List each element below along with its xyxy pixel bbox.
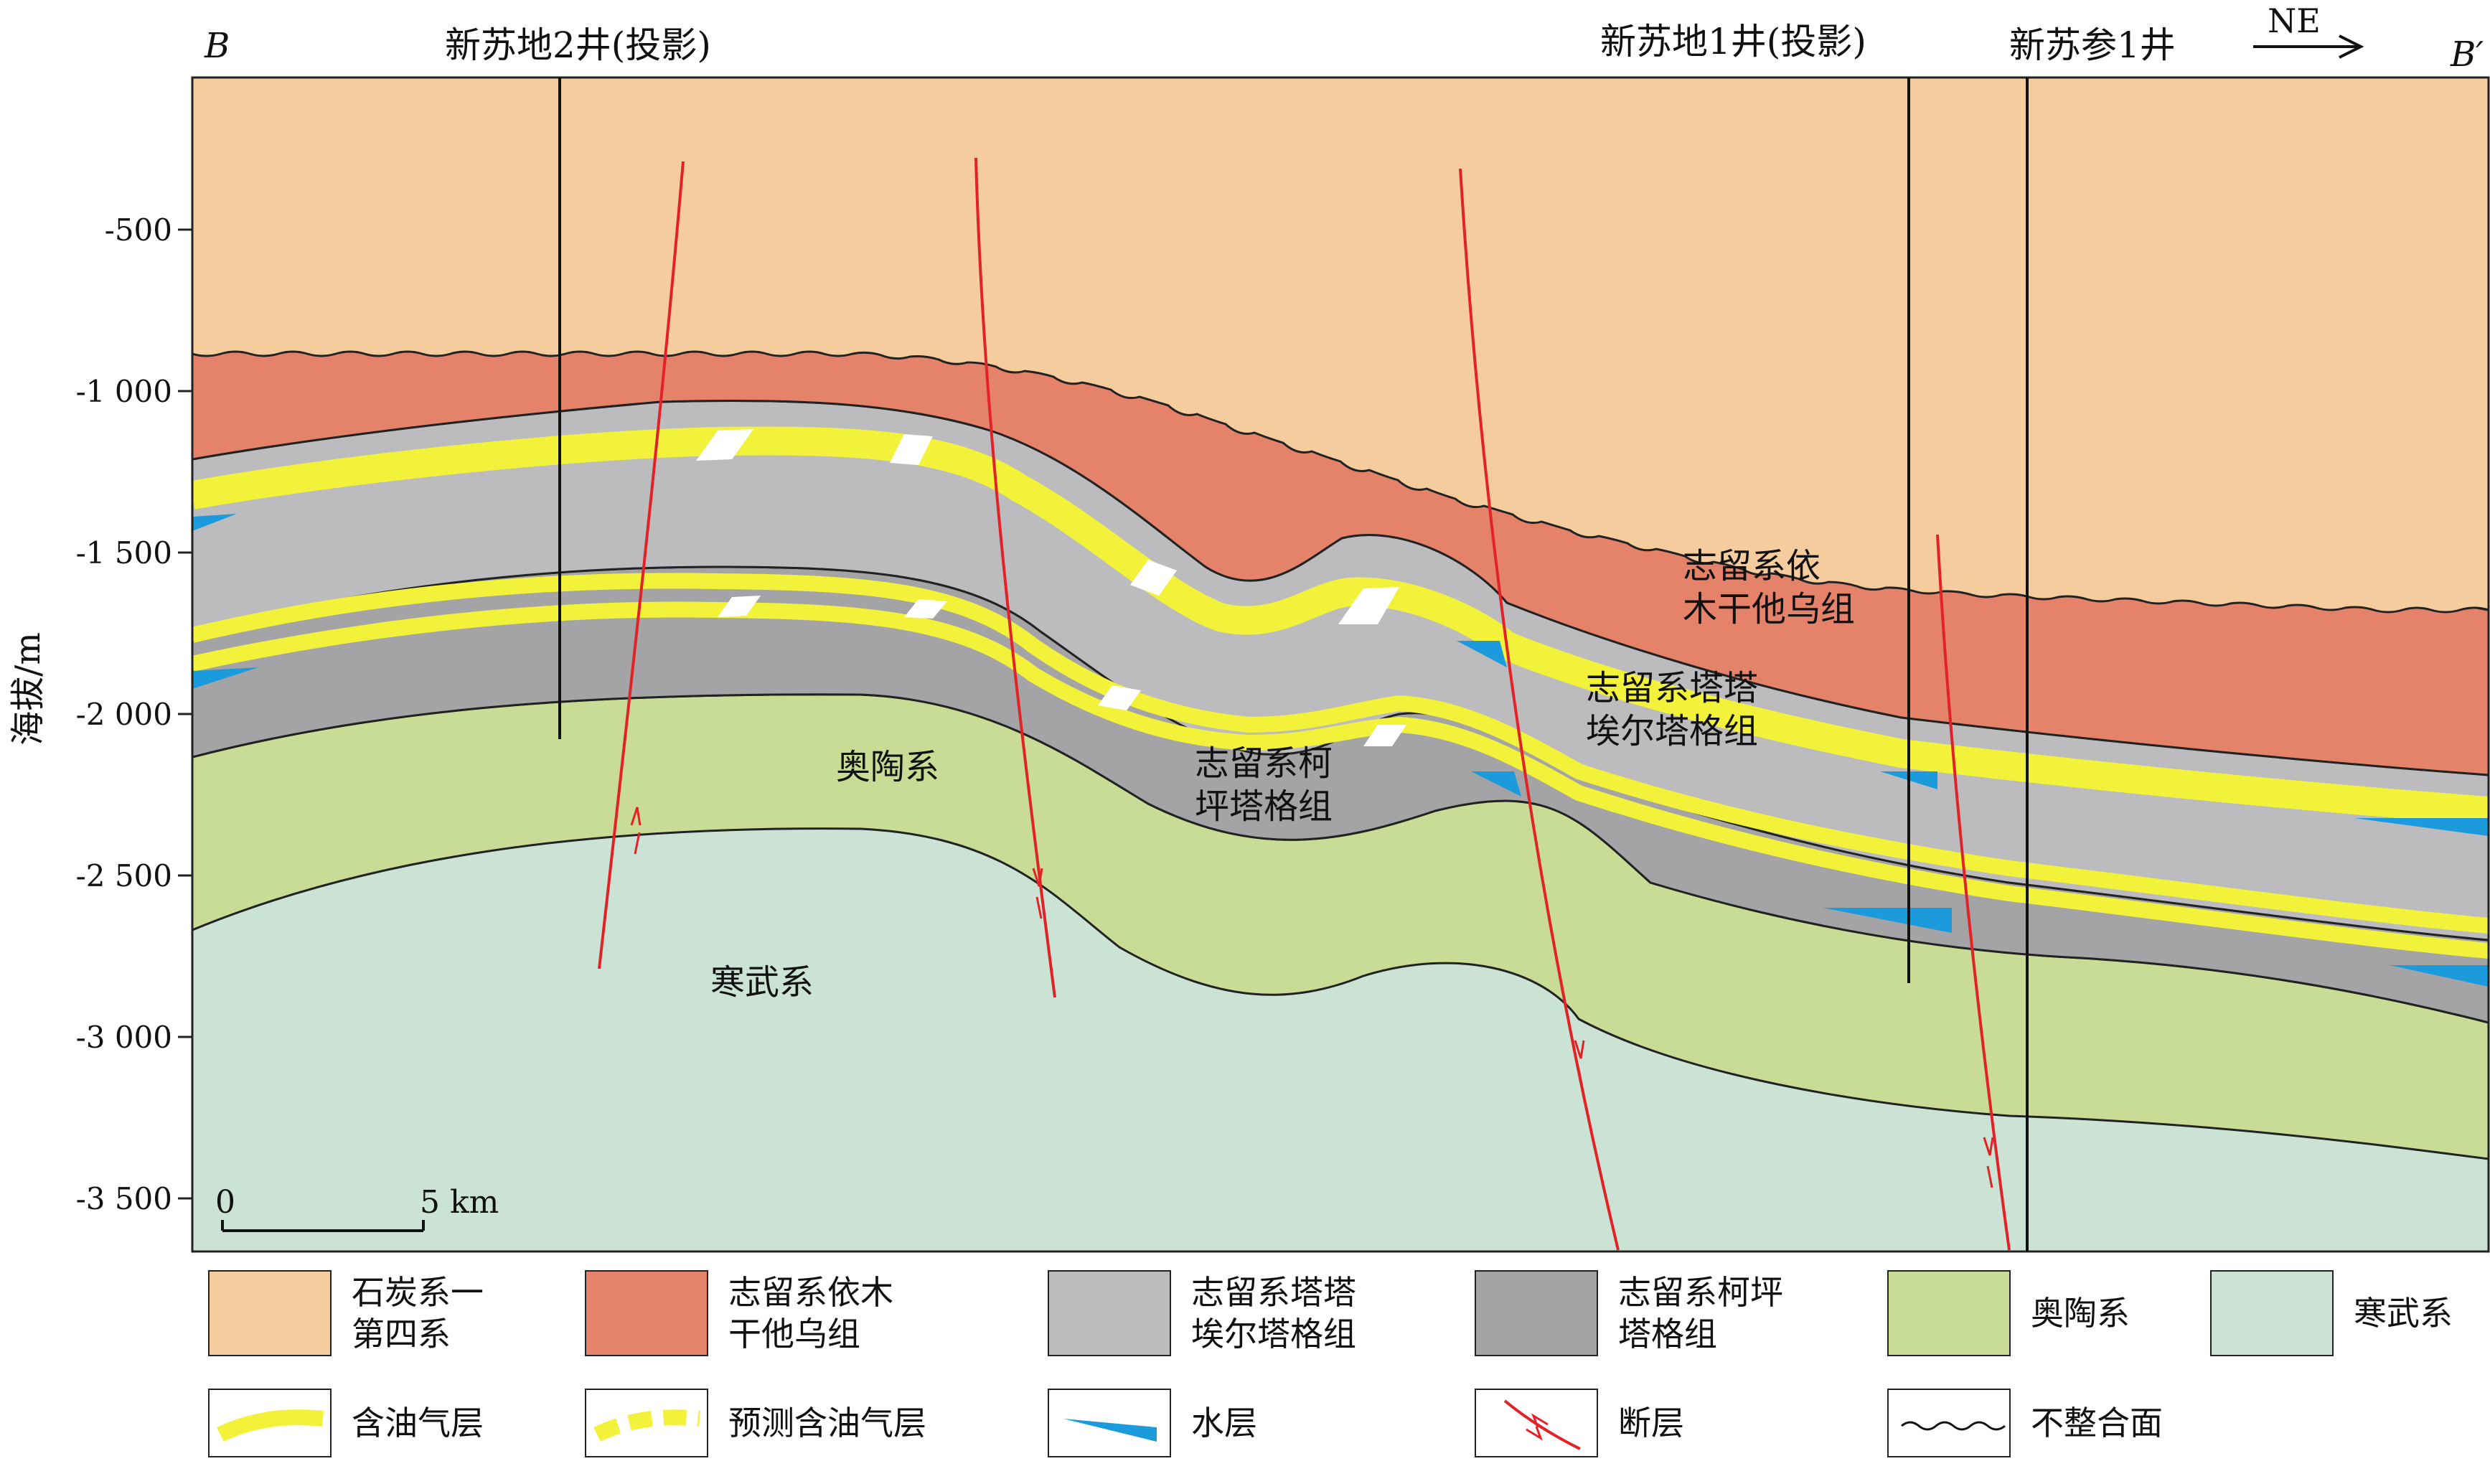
legend-unit-item: 志留系依木 干他乌组: [585, 1270, 908, 1356]
legend-unit-label: 志留系依木 干他乌组: [728, 1273, 893, 1353]
scale-bar-zero: 0: [215, 1184, 235, 1221]
legend-swatch: [1887, 1270, 2011, 1356]
unit-label-line: 志留系依: [1683, 546, 1820, 586]
faults: [598, 157, 2011, 1251]
oil-gas-layer-mid1: [192, 573, 2489, 934]
legend-unit-label: 志留系柯坪 塔格组: [1618, 1273, 1783, 1353]
water-layers: [192, 514, 2489, 987]
legend-unit-item: 奥陶系: [1887, 1270, 2210, 1356]
legend-unit-item: 石炭系一 第四系: [208, 1270, 531, 1356]
fault-icon: [1475, 1389, 1598, 1457]
legend-unit-item: 寒武系: [2210, 1270, 2483, 1356]
legend-symbol-item: 含油气层: [208, 1389, 567, 1457]
y-tick-label: -1 500: [76, 535, 172, 570]
fault-4: [1936, 534, 2011, 1251]
legend-swatch: [208, 1270, 332, 1356]
legend-symbol-item: 水层: [1048, 1389, 1406, 1457]
unit-label-line: 埃尔塔格组: [1586, 711, 1758, 751]
unit-label-line: 志留系塔塔: [1586, 668, 1758, 708]
legend-symbol-label: 预测含油气层: [728, 1404, 926, 1442]
y-tick-label: -500: [105, 212, 172, 248]
legend-unit-label: 寒武系: [2354, 1294, 2453, 1333]
y-tick-label: -1 000: [76, 374, 172, 409]
carboniferous-quaternary-unit: [192, 78, 2489, 614]
plot-frame: [191, 76, 2490, 1253]
scale-bar: [221, 1220, 425, 1232]
scale-bar-end: 5 km: [420, 1184, 499, 1221]
ordovician-label: 奥陶系: [836, 747, 939, 787]
well-label-xsc1: 新苏参1井: [2009, 24, 2176, 66]
unit-label-line: 木干他乌组: [1683, 589, 1855, 629]
section-start-label: B: [204, 26, 230, 66]
legend: 石炭系一 第四系 志留系依木 干他乌组 志留系塔塔 埃尔塔格组 志留系柯坪 塔格组 奥陶…: [0, 1263, 2490, 1484]
oil-gas-layer-mid2: [192, 601, 2489, 959]
legend-symbol-label: 不整合面: [2031, 1404, 2163, 1442]
legend-unit-item: 志留系塔塔 埃尔塔格组: [1048, 1270, 1371, 1356]
oil-gas-layer-upper: [192, 426, 2489, 825]
oil-gas-layers: [192, 426, 2489, 959]
oil-gas-layer-icon: [208, 1389, 332, 1457]
y-axis-ticks: -500 -1 000 -1 500 -2 000 -2 500 -3 000 -3 500: [76, 212, 192, 1216]
tataaiertage-label: 志留系塔塔埃尔塔格组: [1586, 668, 1758, 751]
y-tick-label: -2 500: [76, 858, 172, 893]
unit-label-line: 志留系柯: [1195, 743, 1333, 784]
cambrian-top: [192, 827, 2489, 1251]
legend-symbol-item: 不整合面: [1887, 1389, 2246, 1457]
direction-arrow-icon: [2253, 34, 2364, 59]
legend-swatch: [585, 1270, 708, 1356]
kepingtage-label: 志留系柯坪塔格组: [1195, 743, 1333, 827]
legend-symbol-item: 预测含油气层: [585, 1389, 944, 1457]
legend-symbol-label: 断层: [1618, 1404, 1684, 1442]
y-tick-label: -2 000: [76, 697, 172, 732]
legend-unit-label: 志留系塔塔 埃尔塔格组: [1191, 1273, 1356, 1353]
legend-swatch: [1475, 1270, 1598, 1356]
fault-2: [974, 157, 1056, 998]
cambrian-label: 寒武系: [710, 962, 814, 1002]
section-end-label: B′: [2450, 34, 2484, 75]
unconformity-icon: [1887, 1389, 2011, 1457]
yimugantawu-label: 志留系依木干他乌组: [1683, 546, 1855, 629]
predicted-gaps: [696, 429, 1406, 746]
fault-1: [598, 161, 685, 969]
well-label-xsd1: 新苏地1井(投影): [1600, 21, 1866, 62]
y-tick-label: -3 000: [76, 1020, 172, 1055]
direction-label: NE: [2268, 1, 2321, 40]
legend-symbol-label: 水层: [1191, 1404, 1257, 1442]
water-layer-icon: [1048, 1389, 1171, 1457]
legend-unit-item: 志留系柯坪 塔格组: [1475, 1270, 1798, 1356]
legend-unit-label: 石炭系一 第四系: [352, 1273, 484, 1353]
y-axis-label: 海拔/m: [8, 632, 48, 746]
well-label-xsd2: 新苏地2井(投影): [445, 24, 711, 66]
strata: [192, 78, 2489, 1251]
wells: [558, 78, 2029, 1251]
unit-label-line: 坪塔格组: [1195, 786, 1333, 827]
legend-symbol-item: 断层: [1475, 1389, 1833, 1457]
legend-symbol-label: 含油气层: [352, 1404, 484, 1442]
legend-unit-label: 奥陶系: [2031, 1294, 2130, 1333]
predicted-oil-gas-layer-icon: [585, 1389, 708, 1457]
legend-swatch: [2210, 1270, 2334, 1356]
y-tick-label: -3 500: [76, 1181, 172, 1216]
legend-swatch: [1048, 1270, 1171, 1356]
fault-3: [1459, 168, 1620, 1251]
